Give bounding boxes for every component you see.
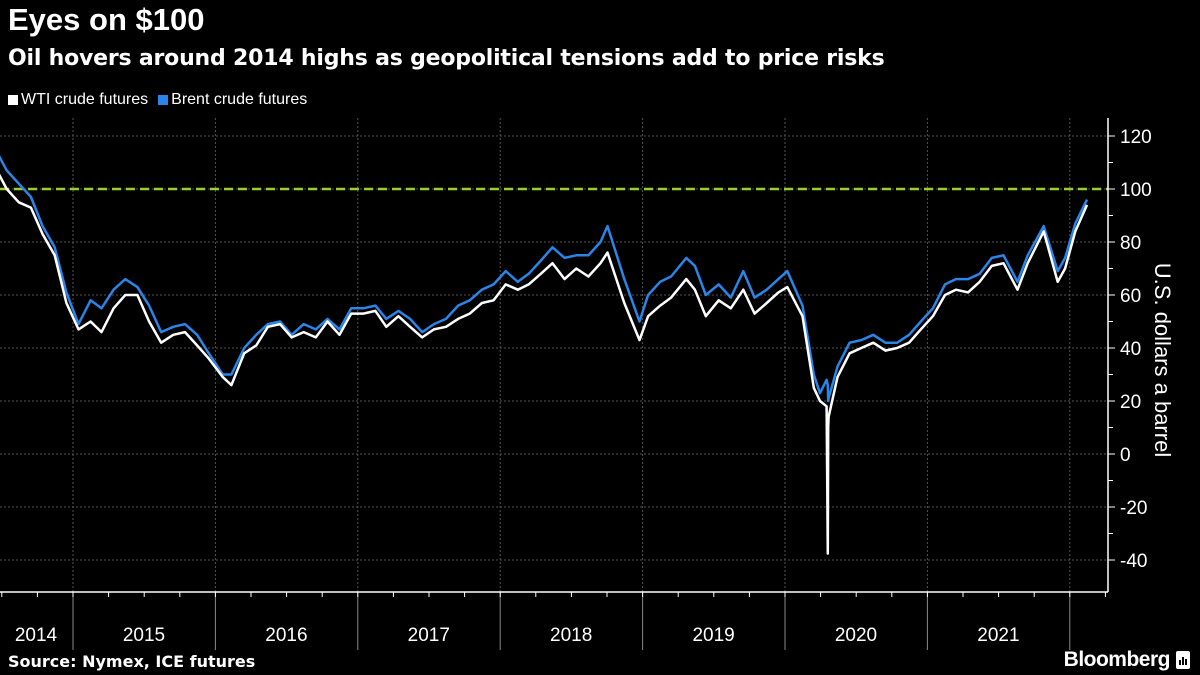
wti-series-line (0, 173, 1089, 555)
chart-subtitle: Oil hovers around 2014 highs as geopolit… (8, 46, 885, 71)
bloomberg-terminal-icon (1176, 651, 1190, 669)
x-tick-label: 2014 (15, 625, 58, 646)
y-tick-label: -20 (1120, 498, 1147, 519)
legend-swatch-brent (158, 95, 169, 105)
legend: WTI crude futures Brent crude futures (8, 91, 307, 109)
y-tick-label: 120 (1120, 127, 1152, 148)
legend-item-wti: WTI crude futures (8, 91, 148, 109)
y-tick-label: 40 (1120, 339, 1141, 360)
x-tick-label: 2021 (977, 625, 1019, 646)
y-tick-label: 80 (1120, 233, 1141, 254)
legend-swatch-wti (8, 95, 18, 105)
source-note: Source: Nymex, ICE futures (8, 652, 256, 671)
y-axis-label: U.S. dollars a barrel (1150, 263, 1175, 457)
x-tick-label: 2020 (835, 625, 877, 646)
bloomberg-logo: Bloomberg (1064, 648, 1190, 672)
brand-name: Bloomberg (1063, 648, 1171, 671)
y-tick-label: 20 (1120, 392, 1141, 413)
x-tick-label: 2017 (408, 625, 450, 646)
x-tick-label: 2018 (550, 625, 592, 646)
y-tick-label: 100 (1120, 180, 1152, 201)
y-tick-label: -40 (1120, 551, 1147, 572)
x-tick-label: 2016 (265, 625, 307, 646)
axes: 120 100 80 60 40 20 0 -20 -40 2014 2015 2016 2017 201… (0, 118, 1152, 650)
y-tick-label: 0 (1120, 445, 1131, 466)
y-tick-label: 60 (1120, 286, 1141, 307)
series-lines (0, 155, 1089, 555)
chart-title: Eyes on $100 (8, 2, 205, 37)
legend-label-brent: Brent crude futures (171, 91, 308, 108)
legend-label-wti: WTI crude futures (21, 91, 149, 108)
brent-series-line (0, 155, 1089, 403)
x-tick-label: 2015 (123, 625, 165, 646)
x-tick-label: 2019 (692, 625, 734, 646)
legend-item-brent: Brent crude futures (158, 91, 307, 109)
